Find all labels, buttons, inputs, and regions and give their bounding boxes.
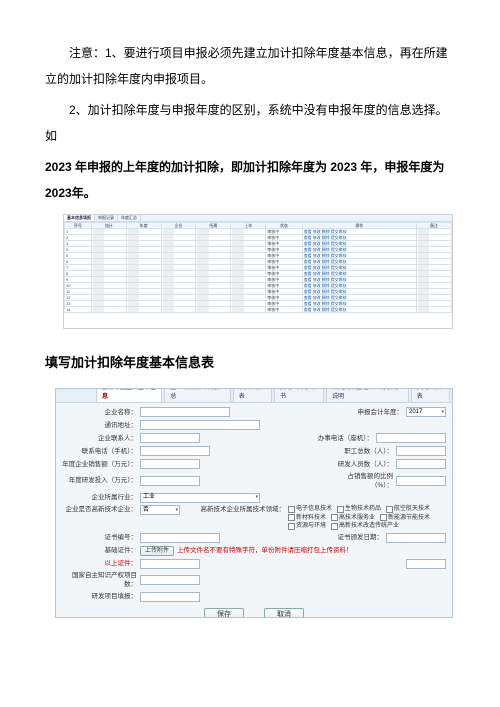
paragraph-1: 注意：1、要进行项目申报必须先建立加计扣除年度基本信息，再在所建立的加计扣除年度… <box>45 40 455 93</box>
label-certdate: 证书颁发日期： <box>316 533 386 542</box>
input-company[interactable] <box>140 407 230 417</box>
input-mobile[interactable] <box>140 446 210 456</box>
checkbox-7[interactable]: 高新技术改造传统产业 <box>331 522 399 530</box>
input-rdstaff[interactable] <box>396 459 446 469</box>
checkbox-5[interactable]: 新能源节能技术 <box>380 514 430 522</box>
label-staff: 职工总数（人）： <box>326 447 396 456</box>
input-verify[interactable] <box>140 559 200 569</box>
navtab-4[interactable]: 研究成果登记和应用情况说明 <box>326 388 409 402</box>
navtab-1[interactable]: 企业研发项目填报汇总 <box>164 388 230 402</box>
tab-2[interactable]: 年度汇总 <box>118 215 141 221</box>
label-mobile: 联系电话（手机）： <box>62 447 140 456</box>
label-contact: 企业联系人： <box>62 434 140 443</box>
label-addr: 通讯地址： <box>62 421 140 430</box>
label-regyear: 申报会计年度： <box>336 408 406 417</box>
input-iprs[interactable] <box>140 575 200 585</box>
input-verify2[interactable] <box>406 559 446 569</box>
input-certno[interactable] <box>140 533 220 543</box>
paragraph-2a: 2、加计扣除年度与申报年度的区别，系统中没有申报年度的信息选择。如 <box>45 97 455 150</box>
label-sales: 年度企业销售额（万元）： <box>62 460 140 469</box>
upload-button[interactable]: 上传附件 <box>140 546 174 556</box>
select-regyear[interactable]: 2017 <box>406 407 446 417</box>
input-staff[interactable] <box>396 446 446 456</box>
input-rdproj[interactable] <box>140 592 200 602</box>
input-contact[interactable] <box>140 433 200 443</box>
navtab-5[interactable]: 费用归集表 <box>411 388 450 402</box>
label-hightech: 企业是否高新技术企业： <box>62 505 140 514</box>
checkbox-3[interactable]: 新材料技术 <box>288 514 326 522</box>
input-sales[interactable] <box>140 459 200 469</box>
checkbox-4[interactable]: 高技术服务业 <box>331 514 375 522</box>
label-rdstaff: 研发人员数（人）： <box>326 460 396 469</box>
label-rdexp: 年度研发投入（万元）： <box>62 476 140 485</box>
input-phone[interactable] <box>376 433 446 443</box>
label-industry: 企业所属行业： <box>62 493 140 502</box>
screenshot-table: 基本信息填报申报记录年度汇总 序号加计年度企业所属上年状态操作备注1██████… <box>63 214 453 329</box>
navtab-3[interactable]: 资助公开承诺书 <box>274 388 324 402</box>
label-basiccert: 基础证件： <box>62 546 140 555</box>
table-row: 14████████████████████审核中查看修改删除提交审核████ <box>65 307 452 313</box>
input-certdate[interactable] <box>386 533 446 543</box>
checkbox-1[interactable]: 生物技术药品 <box>337 505 381 513</box>
section-title: 填写加计扣除年度基本信息表 <box>45 349 455 378</box>
label-rdproj: 研发项目填报： <box>62 592 140 601</box>
save-button[interactable]: 保存 <box>204 608 244 617</box>
cancel-button[interactable]: 取消 <box>264 608 304 617</box>
input-ratio[interactable] <box>396 476 446 486</box>
label-field: 高新技术企业所属技术领域： <box>198 505 288 514</box>
tab-0[interactable]: 基本信息填报 <box>64 215 95 221</box>
label-ratio: 占销售额的比例（%）： <box>326 472 396 490</box>
label-company: 企业名称： <box>62 408 140 417</box>
navtab-0[interactable]: 加计年度企业基本信息 <box>96 388 162 402</box>
label-iprs: 国家自主知识产权项目数： <box>62 571 140 589</box>
screenshot-form: 加计年度企业基本信息企业研发项目填报汇总项目归集表资助公开承诺书研究成果登记和应… <box>55 388 453 618</box>
upload-note: 上传文件名不要有特殊字符，单份附件请压缩打包上传资料！ <box>177 546 353 555</box>
select-hightech[interactable]: 否 <box>140 505 180 515</box>
navtab-2[interactable]: 项目归集表 <box>233 388 272 402</box>
checkbox-6[interactable]: 资源与环境 <box>288 522 326 530</box>
label-certno: 证书编号： <box>62 533 140 542</box>
paragraph-2b: 2023 年申报的上年度的加计扣除，即加计扣除年度为 2023 年，申报年度为 … <box>45 154 455 207</box>
tab-1[interactable]: 申报记录 <box>95 215 118 221</box>
input-addr[interactable] <box>140 420 260 430</box>
checkbox-2[interactable]: 航空航天技术 <box>386 505 430 513</box>
label-phone: 办事电话（座机）： <box>306 434 376 443</box>
select-industry[interactable]: 工业 <box>140 493 260 503</box>
checkbox-0[interactable]: 电子信息技术 <box>288 505 332 513</box>
label-verify: 以上证件： <box>62 559 140 568</box>
input-rdexp[interactable] <box>140 476 200 486</box>
